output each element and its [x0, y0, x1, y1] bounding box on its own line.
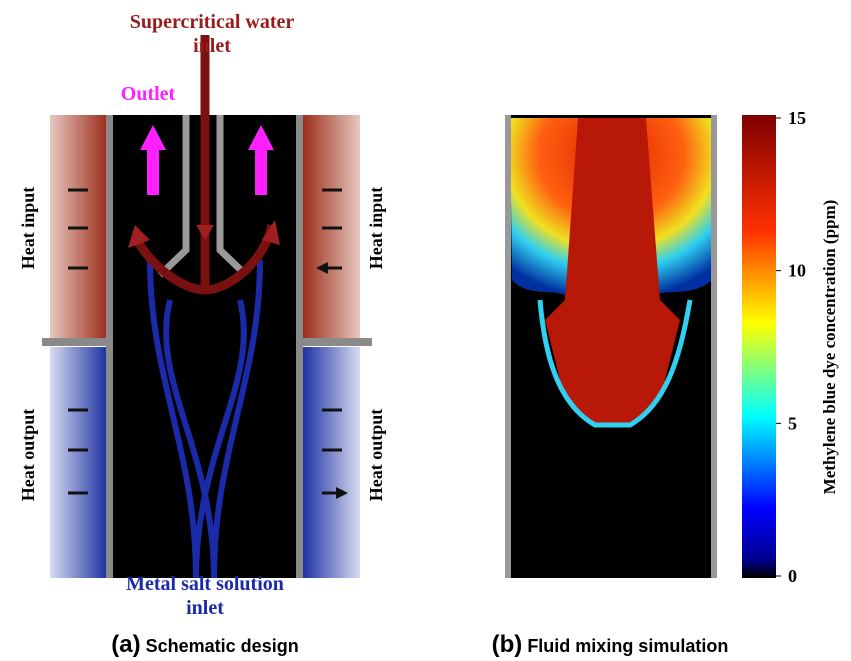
caption: (a) Schematic design	[111, 631, 298, 658]
inlet-label: inlet	[186, 597, 224, 619]
wall	[711, 115, 717, 578]
simulation: Methylene blue dye concentration (ppm) (…	[492, 115, 839, 658]
divider	[42, 338, 110, 346]
wall	[106, 115, 113, 578]
outlet-label: Outlet	[121, 83, 176, 105]
cool-zone	[302, 347, 360, 578]
inlet-label: Supercritical water	[130, 11, 295, 33]
colorbar-label: Methylene blue dye concentration (ppm)	[820, 200, 839, 495]
cool-zone	[50, 347, 108, 578]
caption: (b)Fluid mixing simulation	[492, 631, 729, 658]
heat-label: Heat input	[366, 187, 386, 270]
inlet-label: Metal salt solution	[126, 573, 284, 595]
wall	[505, 115, 511, 578]
heat-label: Heat input	[18, 187, 38, 270]
caption-text: Fluid mixing simulation	[527, 636, 728, 656]
colorbar-tick-label: 5	[788, 413, 797, 433]
colorbar-tick-label: 0	[788, 566, 797, 586]
heat-label: Heat output	[366, 409, 386, 502]
caption-letter: (b)	[492, 631, 523, 658]
colorbar	[742, 115, 776, 578]
caption-letter: (a)	[111, 631, 140, 658]
figure: Supercritical water inlet Outlet Heat in…	[0, 0, 851, 661]
caption-text: Schematic design	[146, 636, 299, 656]
heat-label: Heat output	[18, 409, 38, 502]
colorbar-tick-label: 10	[788, 261, 806, 281]
inlet-label: inlet	[193, 35, 231, 57]
wall	[296, 115, 303, 578]
colorbar-tick-label: 15	[788, 108, 806, 128]
schematic: Supercritical water inlet Outlet Heat in…	[18, 11, 386, 658]
divider	[300, 338, 372, 346]
page: Supercritical water inlet Outlet Heat in…	[0, 0, 851, 661]
